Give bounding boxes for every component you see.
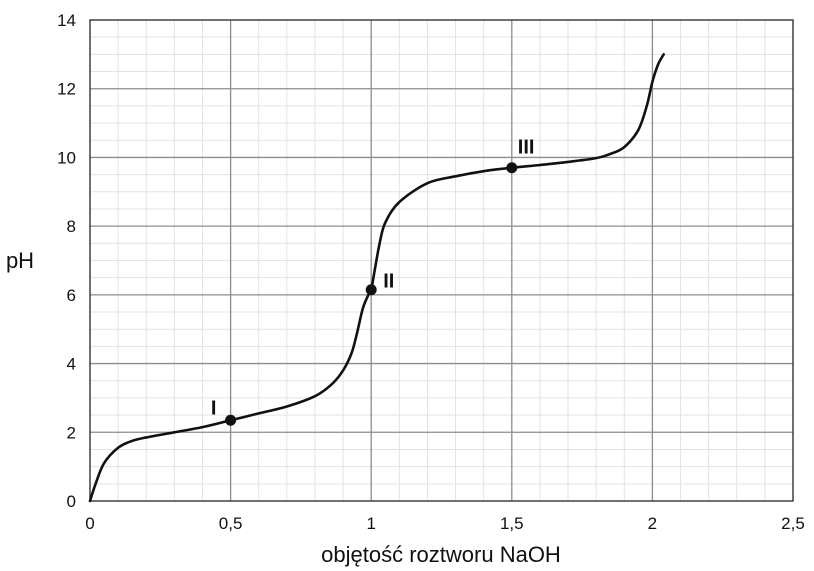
x-tick-label: 0 <box>85 514 94 533</box>
x-tick-label: 2,5 <box>781 514 805 533</box>
y-tick-label: 6 <box>67 286 76 305</box>
y-tick-label: 14 <box>57 11 76 30</box>
y-tick-label: 8 <box>67 217 76 236</box>
y-tick-label: 12 <box>57 80 76 99</box>
point-label-3: III <box>518 137 535 159</box>
x-tick-label: 1 <box>366 514 375 533</box>
y-tick-labels: 0 2 4 6 8 10 12 14 <box>57 11 76 511</box>
y-axis-label: pH <box>6 248 34 273</box>
point-label-2: II <box>383 271 394 293</box>
x-axis-label: objętość roztworu NaOH <box>321 542 561 567</box>
x-tick-label: 0,5 <box>219 514 243 533</box>
grid <box>90 20 793 501</box>
y-tick-label: 4 <box>67 355 76 374</box>
point-label-1: I <box>211 397 217 419</box>
y-tick-label: 0 <box>67 492 76 511</box>
point-marker-1 <box>225 414 237 426</box>
point-marker-2 <box>365 284 377 296</box>
x-tick-labels: 0 0,5 1 1,5 2 2,5 <box>85 514 805 533</box>
x-tick-label: 2 <box>648 514 657 533</box>
plot-frame <box>89 19 794 502</box>
point-marker-3 <box>506 162 518 174</box>
y-tick-label: 2 <box>67 423 76 442</box>
y-tick-label: 10 <box>57 148 76 167</box>
x-tick-label: 1,5 <box>500 514 524 533</box>
